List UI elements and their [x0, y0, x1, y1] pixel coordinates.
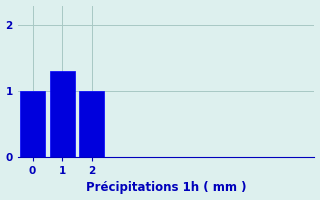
- Bar: [79, 91, 104, 157]
- X-axis label: Précipitations 1h ( mm ): Précipitations 1h ( mm ): [86, 181, 246, 194]
- Bar: [20, 91, 45, 157]
- Bar: [50, 71, 75, 157]
